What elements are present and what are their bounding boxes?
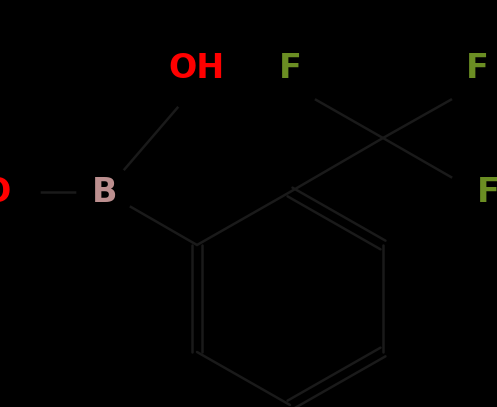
Text: B: B <box>92 175 118 208</box>
Circle shape <box>262 57 318 113</box>
Circle shape <box>169 57 225 113</box>
Text: HO: HO <box>0 175 12 208</box>
Circle shape <box>449 164 497 220</box>
Text: F: F <box>278 52 302 85</box>
Circle shape <box>449 57 497 113</box>
Text: F: F <box>466 52 489 85</box>
Text: OH: OH <box>169 52 225 85</box>
Circle shape <box>0 164 40 220</box>
Circle shape <box>77 164 133 220</box>
Text: F: F <box>477 175 497 208</box>
